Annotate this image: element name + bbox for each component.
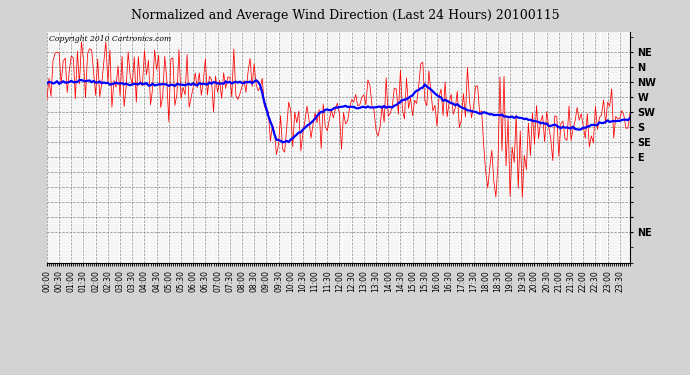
Text: Normalized and Average Wind Direction (Last 24 Hours) 20100115: Normalized and Average Wind Direction (L… [130,9,560,22]
Text: Copyright 2010 Cartronics.com: Copyright 2010 Cartronics.com [49,35,171,44]
